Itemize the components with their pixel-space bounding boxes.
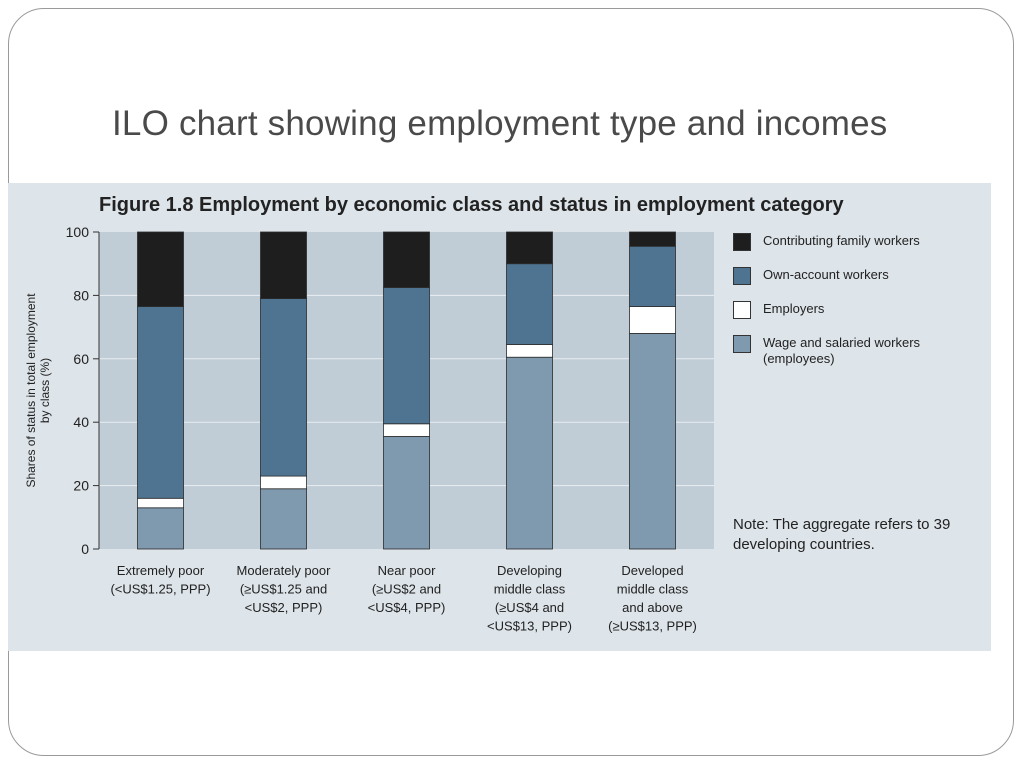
- y-axis-label: Shares of status in total employment: [24, 293, 38, 488]
- bar-segment-wage: [629, 333, 676, 550]
- bar-segment-own-account: [260, 298, 307, 477]
- legend-item-employers: Employers: [733, 299, 983, 331]
- x-tick-label: (≥US$1.25 and: [240, 582, 327, 597]
- bar-segment-wage: [383, 436, 430, 550]
- x-tick-label: <US$13, PPP): [487, 619, 572, 634]
- bar-segment-employers: [260, 475, 307, 490]
- figure-title: Figure 1.8 Employment by economic class …: [99, 194, 844, 216]
- legend-label-own-account: Own-account workers: [763, 267, 889, 282]
- x-tick-label: Developed: [621, 563, 683, 578]
- bar-segment-own-account: [629, 245, 676, 307]
- y-tick-label: 20: [73, 478, 89, 494]
- bar-segment-own-account: [137, 306, 184, 499]
- x-tick-label: middle class: [617, 582, 689, 597]
- y-tick-label: 100: [66, 224, 90, 240]
- legend-swatch-wage: [733, 335, 751, 353]
- bar-segment-contributing: [383, 231, 430, 288]
- slide-title: ILO chart showing employment type and in…: [112, 104, 888, 143]
- stacked-bar-chart: 0 20 40 60 80 100 Shares of status in total em…: [24, 224, 714, 634]
- y-axis-label: by class (%): [38, 358, 52, 423]
- x-tick-label: middle class: [494, 582, 566, 597]
- legend-label-employers: Employers: [763, 301, 825, 316]
- bar-segment-contributing: [260, 231, 307, 299]
- legend-swatch-employers: [733, 301, 751, 319]
- legend-item-wage: Wage and salaried workers (employees): [733, 333, 983, 366]
- x-tick-label: <US$2, PPP): [245, 600, 323, 615]
- legend-label-wage: Wage and salaried workers (employees): [763, 335, 921, 366]
- x-tick-label: (<US$1.25, PPP): [110, 582, 210, 597]
- bar-segment-employers: [137, 497, 184, 509]
- bar-segment-contributing: [506, 231, 553, 265]
- bar-segment-employers: [629, 306, 676, 334]
- bar-segment-employers: [383, 423, 430, 437]
- x-tick-label: (≥US$13, PPP): [608, 619, 697, 634]
- x-tick-label: Near poor: [378, 563, 436, 578]
- bar-segment-wage: [506, 356, 553, 550]
- x-tick-label: <US$4, PPP): [368, 600, 446, 615]
- x-tick-label: and above: [622, 600, 683, 615]
- bar-segment-employers: [506, 344, 553, 358]
- y-tick-label: 0: [81, 541, 89, 557]
- y-tick-label: 80: [73, 287, 89, 303]
- bar-segment-own-account: [506, 263, 553, 345]
- x-tick-label: (≥US$2 and: [372, 582, 441, 597]
- legend-label-contributing: Contributing family workers: [763, 233, 920, 248]
- y-tick-label: 60: [73, 351, 89, 367]
- bar-segment-wage: [137, 507, 184, 550]
- y-tick-label: 40: [73, 414, 89, 430]
- bar-segment-contributing: [629, 231, 676, 247]
- bar-segment-own-account: [383, 287, 430, 425]
- legend-swatch-own-account: [733, 267, 751, 285]
- x-tick-label: Extremely poor: [117, 563, 205, 578]
- figure-panel: 0 20 40 60 80 100 Shares of status in total em…: [8, 183, 991, 651]
- chart-legend: Contributing family workers Own-account …: [733, 231, 983, 367]
- x-tick-label: Moderately poor: [237, 563, 332, 578]
- legend-swatch-contributing: [733, 233, 751, 251]
- legend-item-contributing: Contributing family workers: [733, 231, 983, 263]
- bar-segment-contributing: [137, 231, 184, 307]
- bar-segment-wage: [260, 488, 307, 550]
- x-tick-label: (≥US$4 and: [495, 600, 564, 615]
- x-tick-label: Developing: [497, 563, 562, 578]
- figure-note: Note: The aggregate refers to 39 develop…: [733, 516, 951, 553]
- legend-item-own-account: Own-account workers: [733, 265, 983, 297]
